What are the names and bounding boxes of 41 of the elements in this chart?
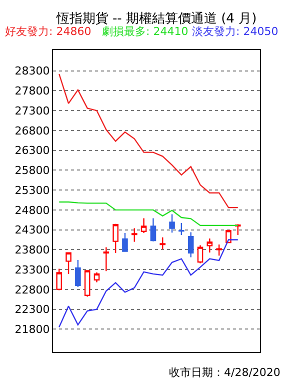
candlestick [206,238,213,254]
y-tick-label: 22300 [14,303,50,316]
candlestick [75,259,81,288]
candlestick [84,270,90,298]
candlestick [234,224,241,236]
candlestick [160,236,166,250]
y-tick-label: 26800 [14,124,50,138]
y-tick-label: 24300 [14,224,50,237]
y-tick-label: 23800 [14,244,50,257]
chart-title: 恆指期貨 -- 期權結算價通道 (4 月) [55,12,257,27]
text: 劇損最多: 24410 [102,25,188,38]
y-tick-label: 24800 [14,204,50,217]
candlestick [94,272,100,283]
candlestick [140,218,147,234]
y-tick-label: 23300 [14,263,50,276]
candlestick [169,214,175,234]
y-tick-label: 21800 [14,323,50,336]
y-tick-label: 28300 [14,64,50,78]
y-tick-label: 27800 [14,84,50,98]
candlestick [122,232,128,252]
text: 淡友發力: 24050 [192,25,278,38]
text: 好友發力: 24860 [5,25,92,38]
candlestick [197,244,204,264]
candlestick [216,244,222,256]
candlestick [103,246,110,272]
candlestick [178,222,184,236]
candlestick [131,228,138,242]
y-tick-label: 25800 [14,164,50,178]
candlestick [56,268,62,291]
y-tick-label: 26300 [14,144,50,158]
y-tick-label: 27300 [14,104,50,118]
candlestick [66,252,72,275]
candlestick [188,232,194,258]
candlestick [112,223,118,254]
line-series [58,73,238,208]
line-series [58,201,238,226]
y-tick-label: 25300 [14,184,50,197]
candlestick [150,218,156,242]
y-tick-label: 22800 [14,283,50,296]
text: 收市日期：4/28/2020 [169,366,280,379]
line-series [58,239,238,328]
